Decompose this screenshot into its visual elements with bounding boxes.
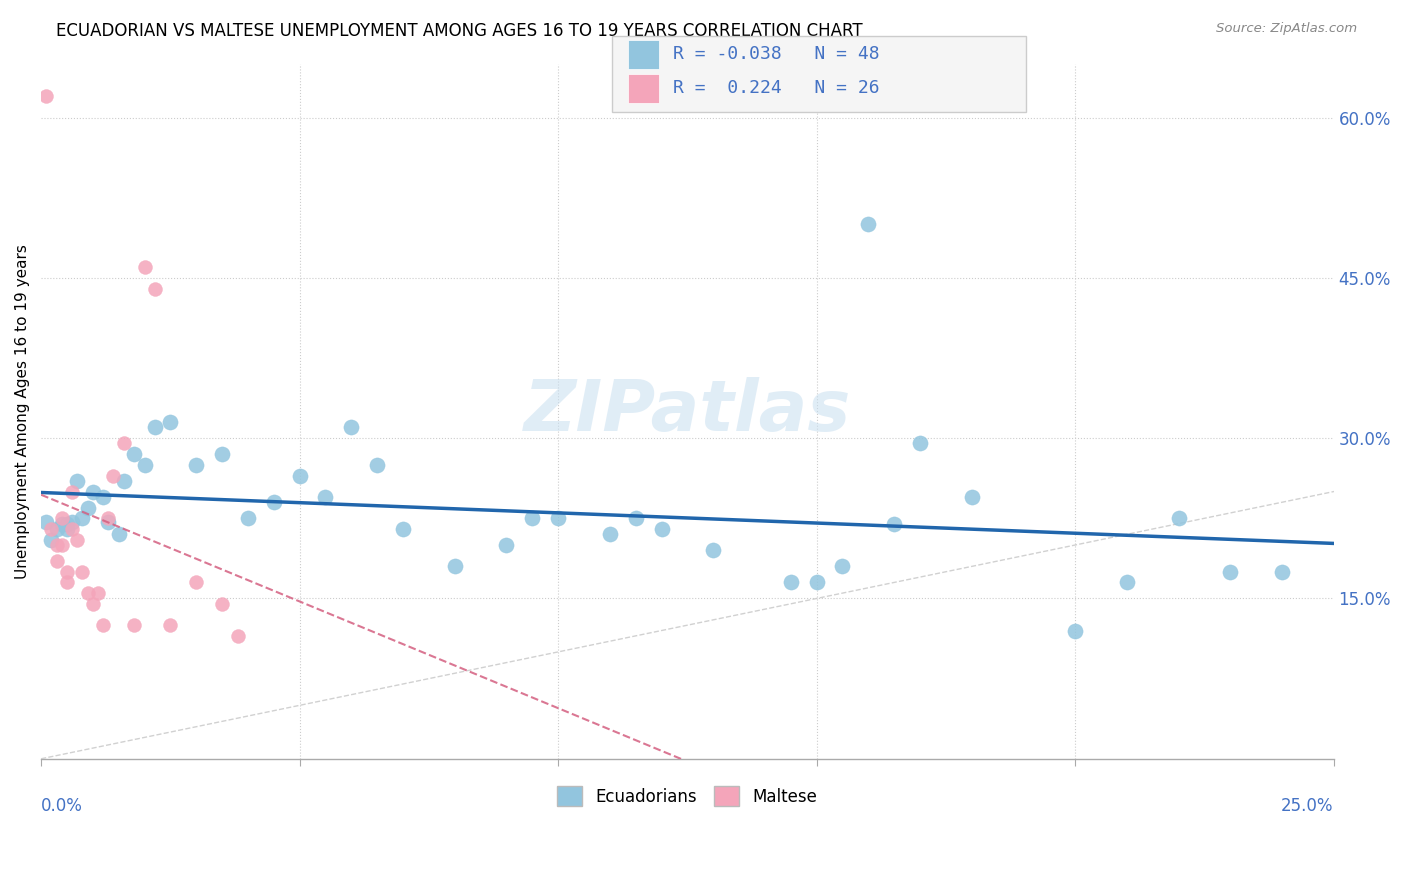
Point <box>56 516 79 531</box>
Y-axis label: Unemployment Among Ages 16 to 19 years: Unemployment Among Ages 16 to 19 years <box>15 244 30 579</box>
Point <box>314 490 336 504</box>
Point <box>1064 624 1087 638</box>
Text: ECUADORIAN VS MALTESE UNEMPLOYMENT AMONG AGES 16 TO 19 YEARS CORRELATION CHART: ECUADORIAN VS MALTESE UNEMPLOYMENT AMONG… <box>56 22 863 40</box>
Point <box>908 436 931 450</box>
Point <box>599 527 621 541</box>
Legend: Ecuadorians, Maltese: Ecuadorians, Maltese <box>551 780 824 813</box>
Point <box>112 474 135 488</box>
Point <box>51 511 73 525</box>
Text: ZIPatlas: ZIPatlas <box>523 377 851 446</box>
Point <box>35 89 58 103</box>
Point <box>288 468 311 483</box>
Point <box>779 575 801 590</box>
Point <box>159 618 181 632</box>
Point <box>159 415 181 429</box>
Point <box>1167 511 1189 525</box>
Point <box>87 586 110 600</box>
Point <box>51 516 73 531</box>
Point <box>236 511 259 525</box>
Point <box>66 533 89 547</box>
Point <box>547 511 569 525</box>
Point <box>60 515 83 529</box>
Point <box>443 559 465 574</box>
Point <box>91 618 114 632</box>
Point <box>651 522 673 536</box>
Point <box>56 575 79 590</box>
Point <box>66 474 89 488</box>
Point <box>1271 565 1294 579</box>
Point <box>107 527 129 541</box>
Point <box>340 420 363 434</box>
Point <box>56 522 79 536</box>
Point <box>1115 575 1137 590</box>
Point <box>495 538 517 552</box>
Point <box>366 458 388 472</box>
Point <box>522 511 544 525</box>
Point <box>82 597 104 611</box>
Point <box>60 484 83 499</box>
Point <box>72 565 94 579</box>
Point <box>103 468 125 483</box>
Text: 0.0%: 0.0% <box>41 797 83 815</box>
Point <box>97 511 120 525</box>
Point <box>91 490 114 504</box>
Point <box>45 554 67 568</box>
Point <box>60 522 83 536</box>
Point <box>702 543 724 558</box>
Point <box>97 515 120 529</box>
Text: R = -0.038   N = 48: R = -0.038 N = 48 <box>673 45 880 63</box>
Point <box>211 447 233 461</box>
Point <box>76 586 98 600</box>
Point <box>831 559 853 574</box>
Point <box>858 218 880 232</box>
Point <box>41 533 63 547</box>
Text: 25.0%: 25.0% <box>1281 797 1334 815</box>
Point <box>122 447 145 461</box>
Point <box>76 500 98 515</box>
Point <box>56 565 79 579</box>
Point <box>45 538 67 552</box>
Point <box>883 516 905 531</box>
Text: Source: ZipAtlas.com: Source: ZipAtlas.com <box>1216 22 1357 36</box>
Point <box>134 458 156 472</box>
Point <box>806 575 828 590</box>
Point <box>72 511 94 525</box>
Point <box>143 281 166 295</box>
Point <box>211 597 233 611</box>
Point <box>624 511 647 525</box>
Point <box>143 420 166 434</box>
Point <box>392 522 415 536</box>
Point <box>186 575 208 590</box>
Point <box>960 490 983 504</box>
Point <box>35 515 58 529</box>
Point <box>41 522 63 536</box>
Point <box>226 629 249 643</box>
Point <box>112 436 135 450</box>
Text: R =  0.224   N = 26: R = 0.224 N = 26 <box>673 79 880 97</box>
Point <box>186 458 208 472</box>
Point <box>122 618 145 632</box>
Point <box>263 495 285 509</box>
Point <box>1219 565 1241 579</box>
Point <box>82 484 104 499</box>
Point <box>51 538 73 552</box>
Point <box>45 522 67 536</box>
Point <box>134 260 156 274</box>
